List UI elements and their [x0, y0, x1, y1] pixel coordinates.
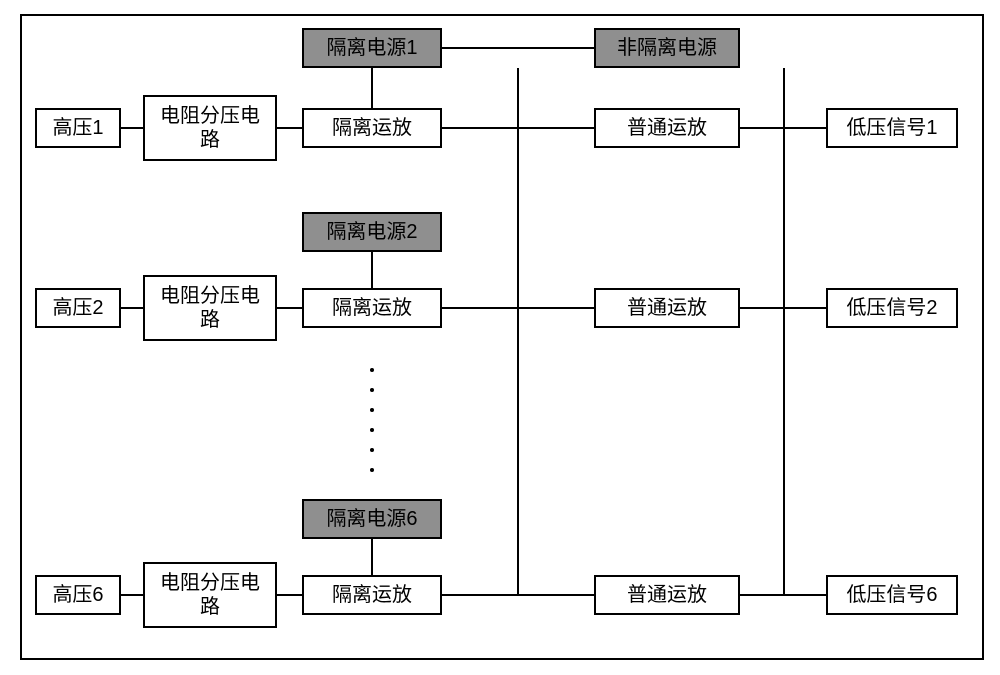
- node-lv6: 低压信号6: [826, 575, 958, 615]
- ellipsis-dot: [370, 388, 374, 392]
- ellipsis-dot: [370, 408, 374, 412]
- node-lv2-label: 低压信号2: [846, 296, 937, 320]
- node-amp2-label: 普通运放: [627, 296, 707, 320]
- node-hv2: 高压2: [35, 288, 121, 328]
- node-ipwr6: 隔离电源6: [302, 499, 442, 539]
- node-div1-label: 电阻分压电路: [160, 104, 260, 152]
- node-div6-label: 电阻分压电路: [160, 571, 260, 619]
- node-div2-label: 电阻分压电路: [160, 284, 260, 332]
- ellipsis-dot: [370, 428, 374, 432]
- node-lv1-label: 低压信号1: [846, 116, 937, 140]
- node-amp2: 普通运放: [594, 288, 740, 328]
- page: 高压1 电阻分压电路 隔离电源1 隔离运放 非隔离电源普通运放 低压信号1 高压2 电阻分压电…: [0, 0, 1000, 675]
- node-npwr-label: 非隔离电源: [617, 36, 717, 60]
- node-hv1-label: 高压1: [52, 116, 103, 140]
- node-ipwr1-label: 隔离电源1: [326, 36, 417, 60]
- node-lv1: 低压信号1: [826, 108, 958, 148]
- node-ipwr2: 隔离电源2: [302, 212, 442, 252]
- node-div1: 电阻分压电路: [143, 95, 277, 161]
- node-iamp6-label: 隔离运放: [332, 583, 412, 607]
- node-iamp6: 隔离运放: [302, 575, 442, 615]
- node-hv1: 高压1: [35, 108, 121, 148]
- node-amp6: 普通运放: [594, 575, 740, 615]
- ellipsis-dot: [370, 448, 374, 452]
- node-iamp1: 隔离运放: [302, 108, 442, 148]
- node-lv6-label: 低压信号6: [846, 583, 937, 607]
- node-amp1: 普通运放: [594, 108, 740, 148]
- node-div6: 电阻分压电路: [143, 562, 277, 628]
- ellipsis-dot: [370, 468, 374, 472]
- ellipsis-dot: [370, 368, 374, 372]
- node-div2: 电阻分压电路: [143, 275, 277, 341]
- node-iamp2-label: 隔离运放: [332, 296, 412, 320]
- node-ipwr2-label: 隔离电源2: [326, 220, 417, 244]
- node-hv6-label: 高压6: [52, 583, 103, 607]
- node-iamp2: 隔离运放: [302, 288, 442, 328]
- node-lv2: 低压信号2: [826, 288, 958, 328]
- node-hv6: 高压6: [35, 575, 121, 615]
- node-iamp1-label: 隔离运放: [332, 116, 412, 140]
- node-hv2-label: 高压2: [52, 296, 103, 320]
- node-ipwr6-label: 隔离电源6: [326, 507, 417, 531]
- node-amp1-label: 普通运放: [627, 116, 707, 140]
- node-ipwr1: 隔离电源1: [302, 28, 442, 68]
- node-npwr: 非隔离电源: [594, 28, 740, 68]
- node-amp6-label: 普通运放: [627, 583, 707, 607]
